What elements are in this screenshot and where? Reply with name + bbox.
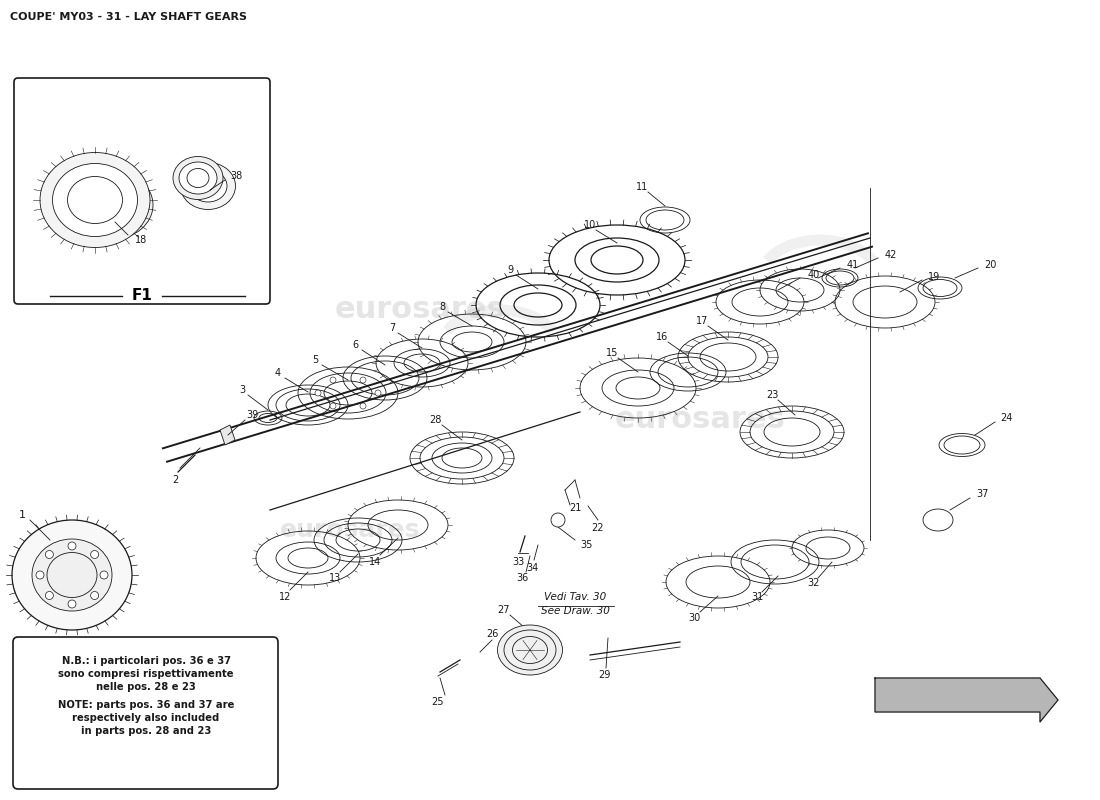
Text: COUPE' MY03 - 31 - LAY SHAFT GEARS: COUPE' MY03 - 31 - LAY SHAFT GEARS bbox=[10, 12, 248, 22]
Text: 3: 3 bbox=[239, 385, 245, 395]
Ellipse shape bbox=[179, 162, 217, 194]
Text: 9: 9 bbox=[507, 265, 513, 275]
Text: in parts pos. 28 and 23: in parts pos. 28 and 23 bbox=[81, 726, 211, 736]
Text: 26: 26 bbox=[486, 629, 498, 639]
Text: 33: 33 bbox=[512, 557, 524, 567]
Text: 40: 40 bbox=[808, 270, 821, 280]
Text: 11: 11 bbox=[636, 182, 648, 192]
Circle shape bbox=[45, 550, 54, 558]
Text: 8: 8 bbox=[439, 302, 446, 312]
Polygon shape bbox=[874, 678, 1058, 722]
Text: 23: 23 bbox=[766, 390, 778, 400]
Text: 39: 39 bbox=[246, 410, 258, 420]
Text: eurosares: eurosares bbox=[279, 518, 420, 542]
Text: 15: 15 bbox=[606, 348, 618, 358]
Text: 4: 4 bbox=[275, 368, 282, 378]
Circle shape bbox=[90, 591, 99, 599]
Text: 42: 42 bbox=[886, 250, 898, 260]
Ellipse shape bbox=[180, 162, 235, 210]
Circle shape bbox=[315, 390, 321, 396]
Text: 17: 17 bbox=[696, 316, 708, 326]
FancyBboxPatch shape bbox=[14, 78, 270, 304]
Text: 2: 2 bbox=[172, 475, 178, 485]
Text: respectively also included: respectively also included bbox=[73, 713, 220, 723]
Text: 24: 24 bbox=[1000, 413, 1012, 423]
Text: See Draw. 30: See Draw. 30 bbox=[540, 606, 609, 616]
Circle shape bbox=[100, 571, 108, 579]
Ellipse shape bbox=[173, 157, 223, 199]
Ellipse shape bbox=[53, 163, 138, 237]
Text: 32: 32 bbox=[806, 578, 820, 588]
Text: sono compresi rispettivamente: sono compresi rispettivamente bbox=[58, 669, 233, 679]
Text: 12: 12 bbox=[278, 592, 292, 602]
Ellipse shape bbox=[497, 625, 562, 675]
Text: 37: 37 bbox=[976, 489, 989, 499]
Circle shape bbox=[375, 390, 381, 396]
Ellipse shape bbox=[12, 520, 132, 630]
Text: 6: 6 bbox=[352, 340, 359, 350]
Text: 41: 41 bbox=[847, 260, 859, 270]
Text: 20: 20 bbox=[984, 260, 997, 270]
Circle shape bbox=[68, 600, 76, 608]
Text: 18: 18 bbox=[135, 235, 147, 245]
Text: 16: 16 bbox=[656, 332, 668, 342]
Circle shape bbox=[551, 513, 565, 527]
Text: 31: 31 bbox=[751, 592, 763, 602]
Circle shape bbox=[90, 550, 99, 558]
Text: 28: 28 bbox=[429, 415, 441, 425]
Text: 19: 19 bbox=[928, 272, 940, 282]
FancyBboxPatch shape bbox=[13, 637, 278, 789]
Text: 13: 13 bbox=[329, 573, 341, 583]
Text: N.B.: i particolari pos. 36 e 37: N.B.: i particolari pos. 36 e 37 bbox=[62, 656, 231, 666]
Circle shape bbox=[360, 377, 366, 383]
Text: nelle pos. 28 e 23: nelle pos. 28 e 23 bbox=[96, 682, 196, 692]
Text: 29: 29 bbox=[597, 670, 611, 680]
Circle shape bbox=[45, 591, 54, 599]
Circle shape bbox=[68, 542, 76, 550]
Text: F1: F1 bbox=[132, 287, 153, 302]
Text: 25: 25 bbox=[431, 697, 444, 707]
Text: 30: 30 bbox=[688, 613, 700, 623]
Circle shape bbox=[360, 403, 366, 409]
Ellipse shape bbox=[40, 153, 150, 247]
Text: 14: 14 bbox=[368, 557, 381, 567]
Text: 7: 7 bbox=[389, 323, 395, 333]
Circle shape bbox=[36, 571, 44, 579]
Ellipse shape bbox=[73, 171, 153, 239]
Text: 34: 34 bbox=[526, 563, 538, 573]
Circle shape bbox=[330, 403, 336, 409]
Polygon shape bbox=[220, 425, 235, 445]
Text: 22: 22 bbox=[592, 523, 604, 533]
Text: 38: 38 bbox=[230, 171, 242, 181]
Text: NOTE: parts pos. 36 and 37 are: NOTE: parts pos. 36 and 37 are bbox=[58, 700, 234, 710]
Circle shape bbox=[330, 377, 336, 383]
Text: 35: 35 bbox=[580, 540, 593, 550]
Text: eurosares: eurosares bbox=[615, 406, 785, 434]
Ellipse shape bbox=[32, 539, 112, 611]
Text: 21: 21 bbox=[569, 503, 581, 513]
Text: 27: 27 bbox=[497, 605, 510, 615]
Text: 1: 1 bbox=[19, 510, 25, 520]
Ellipse shape bbox=[189, 170, 227, 202]
Text: 10: 10 bbox=[584, 220, 596, 230]
Text: 36: 36 bbox=[516, 573, 528, 583]
Text: Vedi Tav. 30: Vedi Tav. 30 bbox=[543, 592, 606, 602]
Text: eurosares: eurosares bbox=[334, 295, 505, 325]
Text: 5: 5 bbox=[312, 355, 318, 365]
